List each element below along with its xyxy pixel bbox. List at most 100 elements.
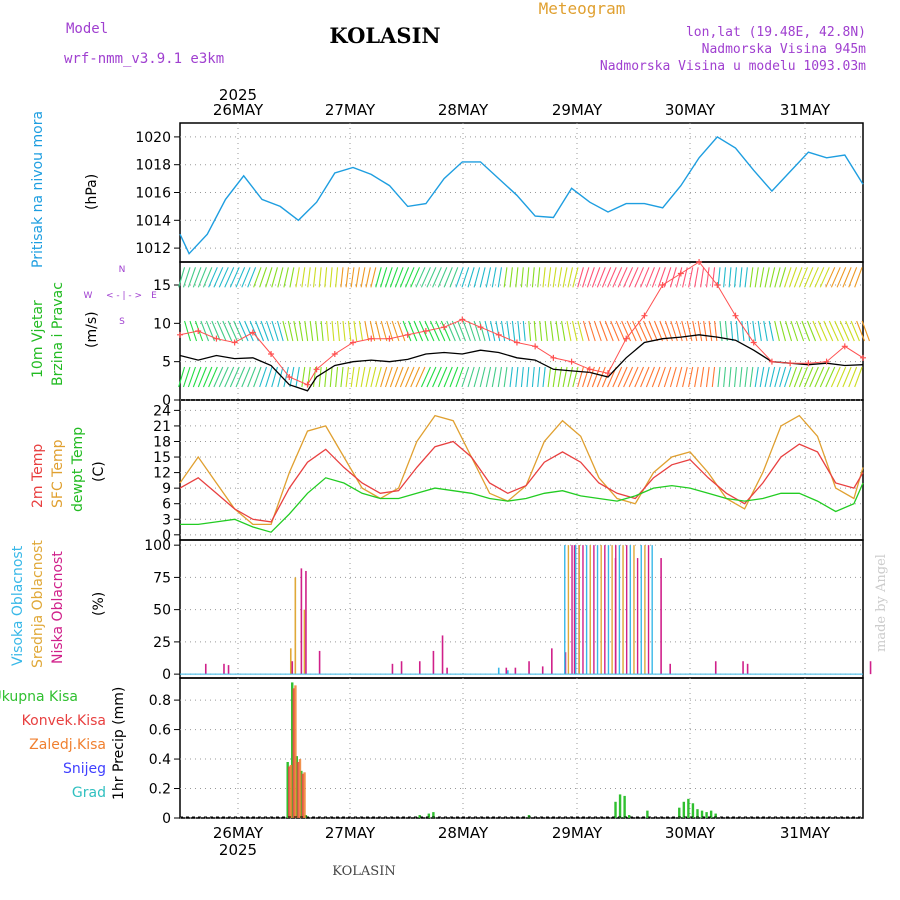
gust-marker <box>823 358 830 365</box>
wind-barb <box>754 267 759 288</box>
gust-marker <box>659 282 666 288</box>
wind-barb <box>309 320 314 342</box>
wind-barb <box>408 320 418 342</box>
precip-bar <box>298 759 302 818</box>
wind-barb <box>601 267 612 288</box>
sfc-temp-line <box>179 414 864 526</box>
wind-barb <box>854 366 863 388</box>
wind-barb <box>586 267 595 288</box>
bottom-day-labels: 26MAY 27MAY 28MAY 29MAY 30MAY 31MAY <box>213 824 831 842</box>
wind-barb <box>812 320 822 342</box>
wind-barb <box>365 267 371 288</box>
wind-barb <box>854 267 863 288</box>
wind-barb <box>769 366 776 388</box>
wind-barb <box>355 267 360 288</box>
wind-barb <box>836 366 847 388</box>
wind-barb <box>741 320 745 342</box>
wind-barb <box>227 320 238 342</box>
precip-bar <box>623 795 626 818</box>
precip-bar <box>687 798 690 818</box>
wind-barb <box>340 267 344 288</box>
wind-barb <box>528 320 532 342</box>
wind-barb <box>331 320 335 342</box>
wind-barb <box>318 267 322 288</box>
wind-barb <box>542 267 546 288</box>
gust-marker <box>404 331 411 338</box>
wind-barb <box>295 366 300 388</box>
wind-barb <box>211 320 221 342</box>
wind-barb <box>848 366 858 388</box>
wind-barb <box>178 366 186 388</box>
wind-barb <box>500 320 506 342</box>
wind-barb <box>783 366 792 388</box>
wind-barb <box>241 366 251 388</box>
wind-barb <box>515 366 519 388</box>
wind-barb <box>819 366 830 388</box>
wind-barb <box>651 267 661 288</box>
pressure-tick-label: 1016 <box>135 186 171 202</box>
wind-barb <box>700 267 705 288</box>
precip-bar <box>301 773 305 818</box>
elevation-text: Nadmorska Visina 945m <box>702 42 867 57</box>
wind-barb <box>424 320 435 342</box>
pressure-line <box>179 135 864 255</box>
wind-barb <box>394 267 404 288</box>
wind-barb <box>645 366 655 388</box>
precip-label-strat: Zaledj.Kisa <box>29 737 106 753</box>
wind-barb <box>593 320 602 342</box>
gust-marker <box>231 339 238 346</box>
wind-barb <box>825 366 836 388</box>
precip-bar <box>691 803 695 818</box>
wind-barb <box>420 366 431 388</box>
temp-label-3: dewpt Temp <box>70 427 86 512</box>
wind-barb <box>355 366 360 388</box>
precip-bar <box>614 801 617 818</box>
precip-label-total: Ukupna Kisa <box>0 689 78 705</box>
wind-barb <box>657 366 666 388</box>
wind-barb <box>648 320 658 342</box>
precip-bar <box>700 810 704 818</box>
wind-barb <box>489 320 496 342</box>
wind-barb <box>759 267 765 288</box>
wind-barb <box>271 267 278 288</box>
precip-bar <box>678 807 681 818</box>
wind-barb <box>192 366 202 388</box>
wind-barb <box>497 366 503 388</box>
wind-barb <box>312 267 317 288</box>
temp-tick-label: 15 <box>153 450 171 466</box>
wind-barb <box>711 267 716 288</box>
wind-barb <box>397 320 406 342</box>
wind-barb <box>229 366 240 388</box>
wind-barb <box>769 267 776 288</box>
wind-barb <box>591 267 601 288</box>
pressure-tick-label: 1018 <box>135 158 171 174</box>
wind-barb <box>380 267 388 288</box>
wind-barb <box>229 267 240 288</box>
wind-barb <box>467 267 475 288</box>
wind-barb <box>537 267 541 288</box>
wind-barb <box>491 267 497 288</box>
wind-barb <box>479 267 486 288</box>
precip-tick-label: 0.8 <box>149 693 171 709</box>
wind-barb <box>763 320 768 342</box>
wind-barb <box>651 366 661 388</box>
wind-barb <box>571 320 578 342</box>
wind-barb <box>612 366 623 388</box>
gust-marker <box>331 351 338 357</box>
wind-barb <box>265 267 273 288</box>
wind-barb <box>591 366 601 388</box>
wind-barb <box>241 267 251 288</box>
wind-barb <box>705 366 710 388</box>
wind-barb <box>783 267 792 288</box>
precip-bar <box>289 764 293 818</box>
wind-barb <box>485 366 492 388</box>
wind-barb <box>617 267 628 288</box>
pressure-labels: Pritisak na nivou mora (hPa) <box>30 111 100 268</box>
wind-barb <box>517 320 521 342</box>
wind-tick-label: 15 <box>153 278 171 294</box>
wind-barb <box>389 366 399 388</box>
pressure-tick-label: 1014 <box>135 213 171 229</box>
top-day-label: 28MAY <box>438 101 489 119</box>
wind-barb <box>360 267 366 288</box>
wind-barb <box>216 320 227 342</box>
